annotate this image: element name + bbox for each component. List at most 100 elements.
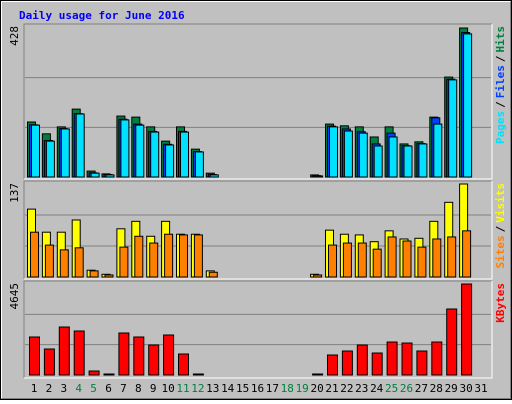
- bar: [387, 236, 397, 278]
- x-tick-label: 15: [236, 382, 249, 395]
- x-tick-label: 18: [281, 382, 294, 395]
- x-tick-label: 9: [150, 382, 157, 395]
- bevel: [24, 281, 493, 379]
- y-tick-label: 137: [8, 183, 21, 203]
- bar: [462, 230, 472, 278]
- x-tick-label: 23: [355, 382, 368, 395]
- bar: [447, 236, 457, 278]
- bar: [150, 131, 160, 178]
- bar: [165, 144, 175, 178]
- bar: [313, 274, 323, 278]
- legend-entry: Files: [494, 65, 507, 98]
- bar: [104, 274, 114, 278]
- x-tick-label: 7: [120, 382, 127, 395]
- bar: [446, 308, 458, 376]
- bar: [29, 336, 40, 376]
- x-tick-label: 19: [296, 382, 309, 395]
- bar: [148, 344, 160, 376]
- bar: [133, 336, 145, 376]
- bar: [74, 247, 84, 278]
- bar: [433, 123, 443, 178]
- bar: [448, 79, 458, 178]
- x-tick-label: 17: [266, 382, 279, 395]
- bar: [357, 242, 367, 278]
- bar: [416, 350, 428, 376]
- x-tick-label: 31: [474, 382, 487, 395]
- bar: [194, 151, 204, 178]
- legend-entry: Sites: [494, 235, 507, 268]
- x-tick-label: 13: [206, 382, 219, 395]
- bar: [30, 231, 39, 278]
- x-tick-label: 20: [310, 382, 323, 395]
- legend-entry: Visits: [494, 183, 507, 223]
- bar: [432, 238, 442, 278]
- bevel: [23, 180, 492, 279]
- legend: Pages / Files / Hits: [494, 26, 507, 144]
- x-tick-label: 8: [135, 382, 142, 395]
- x-tick-label: 6: [105, 382, 112, 395]
- bar: [401, 342, 413, 376]
- x-tick-label: 2: [46, 382, 53, 395]
- bar: [59, 249, 69, 278]
- x-tick-label: 26: [400, 382, 413, 395]
- bar: [343, 130, 353, 178]
- bar: [149, 242, 159, 278]
- bar: [329, 126, 338, 178]
- x-tick-label: 4: [75, 382, 82, 395]
- bar: [31, 124, 40, 178]
- plot-area: [24, 24, 492, 179]
- bar: [90, 172, 100, 178]
- bar: [418, 143, 428, 178]
- bar: [463, 33, 473, 178]
- bar: [75, 113, 85, 178]
- x-tick-label: 24: [370, 382, 384, 395]
- bar: [43, 348, 55, 376]
- bevel: [23, 280, 492, 378]
- x-tick-label: 25: [385, 382, 398, 395]
- y-tick-label: 4645: [8, 283, 21, 310]
- bar: [60, 128, 70, 178]
- bar: [312, 373, 324, 376]
- chart-title: Daily usage for June 2016: [19, 9, 185, 22]
- bar: [417, 246, 427, 278]
- bar: [45, 140, 55, 178]
- bar: [373, 145, 383, 178]
- x-tick-label: 27: [415, 382, 428, 395]
- bar: [356, 344, 368, 376]
- plot-area: [24, 281, 492, 378]
- bar: [58, 326, 70, 376]
- x-tick-label: 10: [161, 382, 174, 395]
- plot-area: [24, 181, 492, 279]
- legend-entry: Hits: [494, 26, 507, 53]
- bar: [371, 352, 383, 376]
- x-tick-label: 16: [251, 382, 264, 395]
- x-tick-label: 12: [191, 382, 204, 395]
- legend-separator: /: [494, 55, 507, 62]
- bar: [105, 174, 115, 178]
- bar: [209, 174, 219, 178]
- bar: [103, 373, 115, 376]
- legend-entry: Pages: [494, 111, 507, 144]
- x-tick-label: 21: [325, 382, 338, 395]
- bar: [135, 124, 145, 178]
- x-tick-label: 5: [90, 382, 97, 395]
- legend: Sites / Visits: [494, 183, 507, 269]
- x-tick-label: 22: [340, 382, 353, 395]
- x-tick-label: 1: [31, 382, 38, 395]
- x-tick-label: 29: [445, 382, 458, 395]
- bar: [402, 240, 412, 278]
- x-tick-label: 30: [459, 382, 472, 395]
- bar: [431, 341, 443, 376]
- bar: [134, 235, 144, 278]
- bar: [386, 341, 398, 376]
- bar: [44, 244, 54, 278]
- legend-entry: KBytes: [494, 283, 507, 323]
- bar: [119, 246, 129, 278]
- bevel: [24, 181, 493, 280]
- bar: [179, 234, 188, 278]
- legend-separator: /: [494, 101, 507, 108]
- bar: [208, 271, 218, 278]
- bar: [372, 248, 382, 278]
